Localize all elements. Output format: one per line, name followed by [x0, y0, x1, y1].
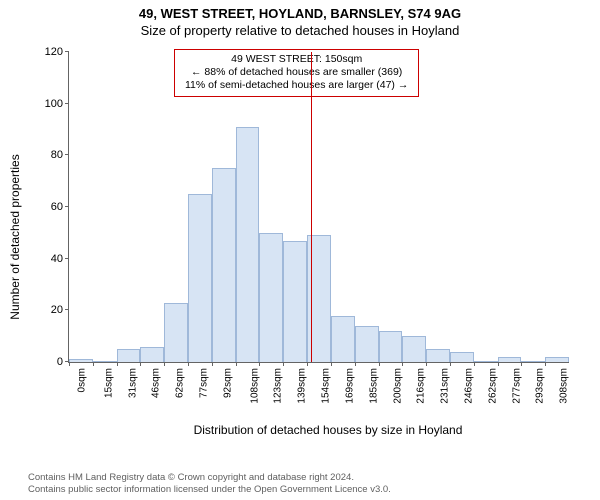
x-tick-mark [93, 362, 94, 366]
histogram-bar [117, 349, 141, 362]
x-axis-label: Distribution of detached houses by size … [194, 423, 463, 437]
x-tick-mark [545, 362, 546, 366]
annotation-line3: 11% of semi-detached houses are larger (… [185, 79, 408, 92]
y-tick-label: 100 [45, 98, 69, 110]
x-tick-mark [474, 362, 475, 366]
x-tick-mark [140, 362, 141, 366]
x-tick-mark [450, 362, 451, 366]
x-tick-mark [236, 362, 237, 366]
page-subtitle: Size of property relative to detached ho… [0, 21, 600, 38]
x-tick-mark [426, 362, 427, 366]
footer-text: Contains HM Land Registry data © Crown c… [28, 472, 391, 496]
x-tick-label: 46sqm [149, 368, 162, 398]
page-title: 49, WEST STREET, HOYLAND, BARNSLEY, S74 … [0, 0, 600, 21]
x-tick-label: 77sqm [197, 368, 210, 398]
y-tick-mark [65, 206, 69, 207]
x-tick-mark [259, 362, 260, 366]
histogram-bar [474, 361, 498, 362]
x-tick-mark [117, 362, 118, 366]
x-tick-mark [188, 362, 189, 366]
x-tick-mark [498, 362, 499, 366]
x-tick-mark [331, 362, 332, 366]
x-tick-mark [402, 362, 403, 366]
histogram-bar [402, 336, 426, 362]
histogram-bar [164, 303, 188, 362]
histogram-bar [236, 127, 260, 362]
y-tick-label: 20 [51, 304, 69, 316]
x-tick-label: 293sqm [533, 368, 546, 404]
y-tick-label: 60 [51, 201, 69, 213]
x-tick-mark [307, 362, 308, 366]
chart-container: Number of detached properties 49 WEST ST… [20, 42, 580, 432]
histogram-bar [355, 326, 379, 362]
x-tick-label: 216sqm [414, 368, 427, 404]
x-tick-label: 308sqm [556, 368, 569, 404]
x-tick-mark [164, 362, 165, 366]
y-tick-mark [65, 103, 69, 104]
annotation-line2: ← 88% of detached houses are smaller (36… [185, 66, 408, 79]
x-tick-label: 139sqm [295, 368, 308, 404]
footer-line1: Contains HM Land Registry data © Crown c… [28, 472, 391, 484]
y-tick-mark [65, 309, 69, 310]
x-tick-label: 246sqm [461, 368, 474, 404]
plot-area: 49 WEST STREET: 150sqm ← 88% of detached… [68, 52, 569, 363]
x-tick-mark [379, 362, 380, 366]
footer-line2: Contains public sector information licen… [28, 484, 391, 496]
reference-line [311, 52, 312, 362]
annotation-box: 49 WEST STREET: 150sqm ← 88% of detached… [174, 49, 419, 97]
y-axis-label: Number of detached properties [8, 154, 22, 319]
histogram-bar [426, 349, 450, 362]
y-tick-mark [65, 154, 69, 155]
x-tick-mark [283, 362, 284, 366]
y-tick-label: 40 [51, 253, 69, 265]
x-tick-label: 262sqm [485, 368, 498, 404]
histogram-bar [521, 361, 545, 362]
y-tick-label: 80 [51, 149, 69, 161]
x-tick-label: 277sqm [509, 368, 522, 404]
x-tick-mark [355, 362, 356, 366]
y-tick-label: 120 [45, 46, 69, 58]
x-tick-mark [212, 362, 213, 366]
x-tick-label: 123sqm [271, 368, 284, 404]
histogram-bar [93, 361, 117, 362]
x-tick-mark [69, 362, 70, 366]
histogram-bar [69, 359, 93, 362]
histogram-bar [283, 241, 307, 362]
x-tick-label: 154sqm [318, 368, 331, 404]
y-tick-label: 0 [57, 356, 69, 368]
histogram-bar [498, 357, 522, 362]
histogram-bar [188, 194, 212, 362]
histogram-bar [259, 233, 283, 362]
x-tick-label: 0sqm [75, 368, 88, 392]
histogram-bar [450, 352, 474, 362]
x-tick-label: 108sqm [247, 368, 260, 404]
y-tick-mark [65, 258, 69, 259]
x-tick-mark [521, 362, 522, 366]
x-tick-label: 15sqm [101, 368, 114, 398]
x-tick-label: 92sqm [220, 368, 233, 398]
x-tick-label: 62sqm [173, 368, 186, 398]
histogram-bar [545, 357, 569, 362]
histogram-bar [379, 331, 403, 362]
histogram-bar [212, 168, 236, 362]
histogram-bar [331, 316, 355, 363]
x-tick-label: 31sqm [125, 368, 138, 398]
x-tick-label: 200sqm [390, 368, 403, 404]
x-tick-label: 185sqm [366, 368, 379, 404]
annotation-line1: 49 WEST STREET: 150sqm [185, 53, 408, 66]
x-tick-label: 231sqm [437, 368, 450, 404]
y-tick-mark [65, 51, 69, 52]
histogram-bar [140, 347, 164, 363]
x-tick-label: 169sqm [342, 368, 355, 404]
